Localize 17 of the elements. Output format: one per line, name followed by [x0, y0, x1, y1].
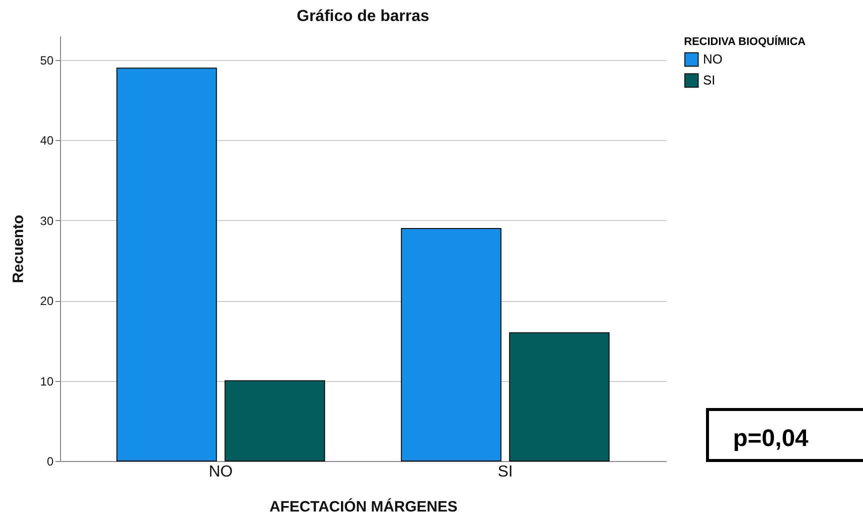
y-tick-label: 0: [46, 454, 54, 468]
bar: [509, 332, 610, 462]
legend-label: SI: [703, 72, 716, 88]
y-axis-title: Recuento: [10, 214, 28, 284]
bar: [224, 380, 326, 462]
legend-title: RECIDIVA BIOQUÍMICA: [684, 35, 806, 48]
chart-title: Gráfico de barras: [296, 8, 430, 25]
y-tick-label: 50: [40, 54, 54, 68]
bar: [116, 68, 217, 462]
bar: [400, 228, 502, 462]
y-tick-label: 10: [40, 374, 54, 388]
y-tick-label: 40: [40, 134, 54, 148]
text-frame: p=0,04: [706, 408, 863, 462]
y-tick-label: 20: [40, 294, 54, 308]
legend-label: NO: [703, 52, 722, 66]
x-axis-title: AFECTACIÓN MÁRGENES: [269, 498, 458, 516]
y-tick-label: 30: [40, 214, 54, 228]
